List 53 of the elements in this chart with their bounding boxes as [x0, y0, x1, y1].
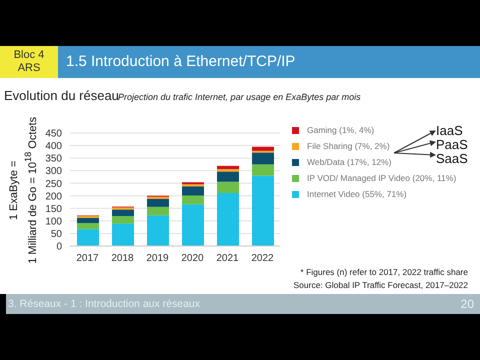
y-tick-label: 0 [56, 242, 62, 253]
x-tick-label: 2021 [216, 253, 240, 264]
bar [147, 199, 169, 207]
x-tick-label: 2017 [76, 253, 100, 264]
bar [77, 218, 99, 224]
bar [182, 204, 204, 246]
y-tick-label: 200 [45, 191, 62, 202]
text: 1.5 Introduction à Ethernet/TCP/IP [58, 46, 480, 78]
text: Bloc 4 ARS [0, 46, 58, 78]
y-tick-label: 100 [45, 216, 62, 228]
bar [182, 196, 204, 204]
bar [77, 229, 99, 246]
chart-title: Evolution du réseau [4, 88, 119, 103]
bar [217, 182, 239, 194]
x-tick-label: 2019 [146, 253, 170, 264]
text: PaaS [436, 137, 468, 152]
bar [252, 176, 274, 246]
x-tick-label: 2018 [111, 253, 134, 264]
y-tick-label: 450 [45, 128, 62, 140]
bar [217, 193, 239, 246]
bar [147, 215, 169, 246]
y-tick-label: 150 [45, 204, 62, 215]
bar [112, 224, 134, 246]
text: SaaS [436, 151, 468, 166]
legend-label: Gaming (1%, 4%) [307, 125, 374, 135]
x-tick-label: 2022 [251, 253, 274, 264]
bar [147, 206, 169, 216]
bar [252, 146, 274, 151]
y-tick-label: 50 [50, 228, 62, 240]
legend-label: Internet Video (55%, 71%) [306, 188, 408, 201]
text: 3. Réseaux - 1 : Introduction aux réseaux [8, 298, 200, 310]
text: 20 [460, 297, 474, 311]
bar [112, 216, 134, 224]
y-tick-label: 350 [45, 154, 62, 165]
y-tick-label: 250 [45, 178, 62, 190]
bar [217, 166, 239, 170]
bar [77, 223, 99, 230]
bar [112, 210, 134, 216]
text: IaaS [436, 123, 463, 138]
bar [182, 186, 204, 196]
bar [217, 169, 239, 172]
y-tick-label: 400 [45, 141, 62, 152]
bar [217, 172, 239, 182]
bar [252, 152, 274, 164]
bar [252, 164, 274, 176]
chart-subtitle: Projection du trafic Internet, par usage en ExaBytes par mois [118, 92, 361, 102]
legend-label: File Sharing (7%, 2%) [307, 141, 390, 151]
y-tick-label: 300 [45, 166, 62, 178]
source-note: Source: Global IP Traffic Forecast, 2017–2022 [293, 280, 468, 290]
legend-label: Web/Data (17%, 12%) [307, 157, 392, 167]
x-tick-label: 2020 [181, 253, 204, 264]
text: * Figures (n) refer to 2017, 2022 traffic share [300, 267, 468, 277]
legend-label: IP VOD/ Managed IP Video (20%, 11%) [306, 172, 456, 185]
